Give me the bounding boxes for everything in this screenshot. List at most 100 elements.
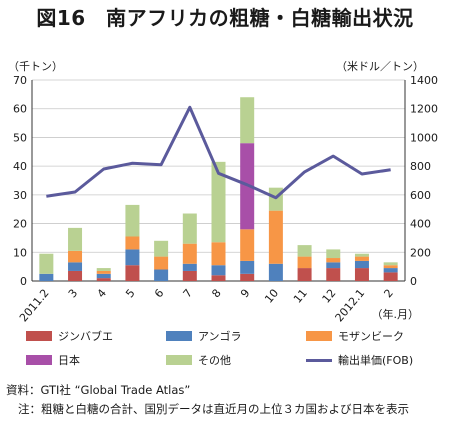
- legend-label: アンゴラ: [198, 330, 242, 343]
- bar-segment: [154, 269, 169, 281]
- x-tick-label: 8: [209, 287, 223, 301]
- x-tick-label: 11: [291, 287, 310, 306]
- legend-swatch: [306, 331, 332, 341]
- bar-segment: [68, 262, 83, 271]
- bar-segment: [240, 260, 255, 274]
- bar-segment: [240, 273, 255, 281]
- x-tick-label: 3: [66, 287, 80, 301]
- right-axis-unit: （米ドル／トン）: [336, 60, 424, 73]
- x-tick-label: 2011.2: [17, 287, 52, 325]
- footnote: 注：粗糖と白糖の合計、国別データは直近月の上位３カ国および日本を表示: [18, 402, 409, 416]
- x-tick-label: 7: [181, 287, 195, 301]
- legend-label: 輸出単価(FOB): [338, 354, 414, 367]
- bar-segment: [182, 270, 197, 281]
- right-tick-label: 1400: [410, 74, 438, 87]
- bar-segment: [354, 256, 369, 261]
- bar-segment: [326, 249, 341, 259]
- x-tick-label: 10: [262, 287, 281, 306]
- legend-label: モザンビーク: [338, 330, 404, 343]
- bar-segment: [354, 260, 369, 269]
- bar-segment: [39, 273, 54, 281]
- bar-segment: [354, 253, 369, 257]
- legend-item: 日本: [26, 352, 80, 368]
- bar-segment: [125, 265, 140, 281]
- bar-segment: [68, 270, 83, 281]
- left-tick-label: 0: [20, 275, 27, 288]
- bar-segment: [154, 240, 169, 257]
- right-tick-label: 200: [410, 246, 431, 259]
- x-tick-label: 2: [381, 287, 395, 301]
- bar-segment: [240, 97, 255, 144]
- left-tick-label: 70: [13, 74, 27, 87]
- bar-segment: [96, 268, 111, 271]
- bar-segment: [211, 275, 226, 281]
- legend-swatch: [166, 331, 192, 341]
- bar-segment: [211, 161, 226, 243]
- left-tick-label: 60: [13, 103, 27, 116]
- legend-item: アンゴラ: [166, 328, 242, 344]
- legend-item: モザンビーク: [306, 328, 404, 344]
- bar-segment: [383, 265, 398, 269]
- bar-segment: [96, 270, 111, 274]
- legend-label: 日本: [58, 354, 80, 367]
- bar-segment: [326, 262, 341, 269]
- right-tick-label: 1000: [410, 131, 438, 144]
- bar-segment: [297, 256, 312, 269]
- bar-segment: [68, 250, 83, 263]
- left-tick-label: 20: [13, 218, 27, 231]
- legend-label: ジンバブエ: [58, 330, 113, 343]
- bar-segment: [297, 268, 312, 281]
- bar-segment: [182, 263, 197, 271]
- right-tick-label: 1200: [410, 103, 438, 116]
- bar-segment: [383, 272, 398, 281]
- figure-title: 図16 南アフリカの粗糖・白糖輸出状況: [36, 6, 414, 30]
- source-note: 資料：GTI社 “Global Trade Atlas”: [6, 383, 191, 397]
- legend-swatch: [306, 358, 332, 362]
- bar-segment: [68, 227, 83, 251]
- bar-segment: [96, 278, 111, 281]
- x-axis-unit: （年.月）: [372, 307, 420, 321]
- x-tick-label: 5: [123, 287, 137, 301]
- legend-swatch: [166, 355, 192, 365]
- legend-item: ジンバブエ: [26, 328, 113, 344]
- x-tick-label: 12: [320, 287, 339, 306]
- unit-price-line: [46, 105, 391, 200]
- legend-swatch: [26, 355, 52, 365]
- x-tick-label: 4: [95, 287, 109, 301]
- chart-area: 0 10 20 30 40 50 60 70 0 200 400 600 800 1000 1200 1400…: [13, 74, 438, 325]
- legend-item: 輸出単価(FOB): [306, 352, 413, 368]
- bar-segment: [383, 262, 398, 266]
- legend: ジンバブエ アンゴラ モザンビーク日本 その他 輸出単価(FOB): [26, 328, 446, 374]
- right-tick-label: 0: [410, 275, 417, 288]
- bar-segment: [326, 258, 341, 263]
- bar-segment: [268, 263, 283, 281]
- bar-segment: [125, 204, 140, 237]
- bar-segment: [96, 273, 111, 279]
- bar-segment: [240, 229, 255, 261]
- bar-segment: [354, 268, 369, 281]
- left-tick-label: 30: [13, 189, 27, 202]
- legend-item: その他: [166, 352, 231, 368]
- x-tick-label: 2012.1: [333, 287, 368, 325]
- bar-segment: [268, 210, 283, 264]
- bar-segment: [211, 242, 226, 266]
- bar-segment: [182, 243, 197, 264]
- bar-segment: [383, 268, 398, 273]
- bar-segment: [326, 268, 341, 281]
- legend-label: その他: [198, 354, 231, 367]
- left-tick-label: 10: [13, 246, 27, 259]
- bar-segment: [182, 213, 197, 244]
- x-tick-label: 6: [152, 287, 166, 301]
- right-tick-label: 800: [410, 160, 431, 173]
- bar-segment: [39, 253, 54, 274]
- bar-segment: [125, 249, 140, 266]
- left-tick-label: 40: [13, 160, 27, 173]
- bar-segment: [154, 256, 169, 270]
- left-axis-unit: （千トン）: [8, 60, 63, 73]
- x-tick-label: 9: [238, 287, 252, 301]
- right-tick-label: 400: [410, 218, 431, 231]
- bar-segment: [125, 236, 140, 250]
- right-tick-label: 600: [410, 189, 431, 202]
- bar-segment: [297, 245, 312, 257]
